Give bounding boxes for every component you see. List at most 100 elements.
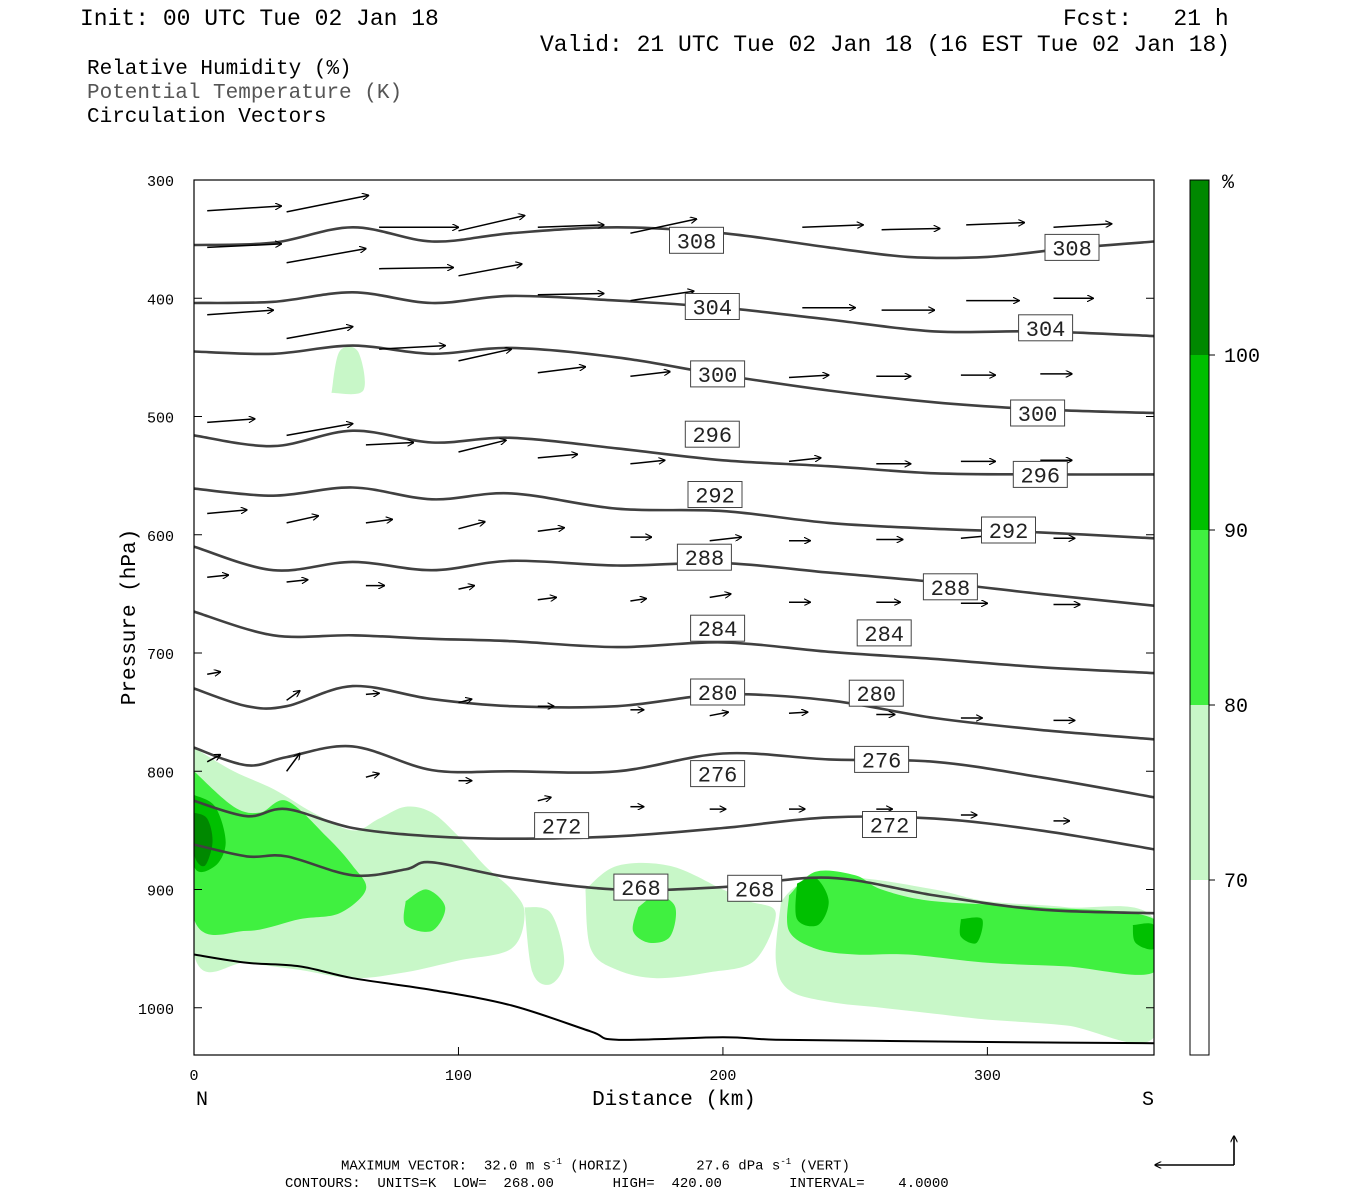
contour-label-box bbox=[687, 481, 743, 508]
circulation-vector bbox=[966, 223, 1024, 225]
contour-label-box bbox=[1018, 314, 1074, 342]
max-vector-line: MAXIMUM VECTOR: 32.0 m s-1 (HORIZ) 27.6 … bbox=[341, 1157, 850, 1175]
contour-label-box bbox=[848, 679, 904, 707]
contour-label-box bbox=[690, 760, 746, 788]
circulation-vector bbox=[537, 454, 578, 459]
contour-label-text: 284 bbox=[864, 623, 904, 648]
circulation-vector bbox=[630, 219, 696, 234]
contour-label-text: 276 bbox=[698, 764, 738, 789]
circulation-vector bbox=[630, 460, 664, 465]
circulation-vector bbox=[458, 216, 525, 232]
colorbar-label: 70 bbox=[1224, 871, 1248, 894]
contour-label-box bbox=[862, 811, 917, 838]
y-tick-label: 500 bbox=[147, 411, 174, 428]
contour-label-280: 280 bbox=[848, 679, 904, 708]
contour-label-304: 304 bbox=[684, 293, 740, 322]
theta-contour-276 bbox=[194, 744, 1154, 799]
circulation-vector bbox=[365, 774, 379, 778]
theta-contour-296 bbox=[194, 429, 1154, 476]
contour-label-288: 288 bbox=[922, 573, 978, 602]
contour-label-box bbox=[727, 874, 783, 902]
theta-contour-292 bbox=[194, 486, 1154, 540]
contour-label-284: 284 bbox=[856, 619, 912, 648]
contour-label-text: 284 bbox=[698, 618, 738, 643]
contour-label-box bbox=[690, 678, 746, 706]
y-tick-label: 800 bbox=[147, 765, 174, 782]
contour-label-296: 296 bbox=[684, 420, 740, 449]
circulation-vector bbox=[458, 586, 475, 590]
field-rh: Relative Humidity (%) bbox=[87, 58, 352, 81]
contour-label-box bbox=[676, 543, 732, 571]
contour-label-text: 288 bbox=[931, 577, 971, 602]
surface-pressure-line bbox=[194, 953, 1154, 1045]
theta-contour-284 bbox=[194, 610, 1154, 675]
rh-region-90-12 bbox=[1132, 923, 1154, 950]
contour-label-text: 308 bbox=[1052, 237, 1092, 262]
x-axis-title: Distance (km) bbox=[592, 1089, 756, 1112]
circulation-vector bbox=[458, 349, 512, 362]
theta-contour-308 bbox=[194, 225, 1154, 260]
contour-label-text: 268 bbox=[735, 878, 775, 903]
circulation-vector bbox=[207, 206, 281, 212]
contour-label-box bbox=[684, 420, 740, 448]
contour-label-272: 272 bbox=[534, 812, 590, 841]
circulation-vector bbox=[285, 754, 300, 772]
circulation-vector bbox=[881, 229, 940, 230]
contour-label-box bbox=[690, 360, 746, 388]
contour-label-text: 272 bbox=[542, 816, 582, 841]
circulation-vector bbox=[630, 599, 646, 601]
contour-label-text: 280 bbox=[856, 683, 896, 708]
contour-label-text: 276 bbox=[862, 749, 902, 774]
circulation-vector bbox=[537, 797, 551, 801]
contour-label-box bbox=[1044, 233, 1100, 261]
circulation-vector bbox=[537, 597, 557, 599]
contour-label-300: 300 bbox=[1010, 399, 1066, 428]
field-vectors: Circulation Vectors bbox=[87, 106, 327, 129]
contour-label-box bbox=[690, 614, 746, 642]
y-tick-label: 900 bbox=[147, 884, 174, 901]
axis-layer: 0 100 200 300 300 400 500 600 700 800 900 1000 bbox=[138, 174, 1154, 1085]
contour-label-box bbox=[854, 745, 910, 773]
contour-label-box bbox=[922, 573, 978, 601]
circulation-vector bbox=[537, 294, 604, 295]
theta-contour-288 bbox=[194, 545, 1154, 607]
circulation-vector bbox=[788, 712, 808, 713]
y-tick-label: 700 bbox=[147, 647, 174, 664]
theta-contour-280 bbox=[194, 684, 1154, 741]
contour-label-layer: 308 308 304 304 300 300 296 296 292 292 288 288 284 2… bbox=[534, 226, 1100, 903]
circulation-vector bbox=[458, 264, 522, 277]
contour-label-box bbox=[684, 293, 740, 320]
colorbar-frame bbox=[1189, 179, 1210, 1056]
circulation-vector bbox=[286, 195, 369, 213]
contour-label-text: 280 bbox=[698, 682, 738, 707]
contour-label-308: 308 bbox=[1044, 233, 1100, 262]
contour-label-text: 308 bbox=[677, 230, 717, 255]
circulation-vector bbox=[537, 367, 586, 374]
circulation-vector bbox=[630, 372, 670, 378]
contour-label-text: 300 bbox=[698, 364, 738, 389]
colorbar-label: 90 bbox=[1224, 521, 1248, 544]
contour-label-292: 292 bbox=[981, 516, 1036, 545]
contour-label-text: 300 bbox=[1018, 403, 1058, 428]
circulation-vector bbox=[709, 712, 729, 716]
x-tick-label: 0 bbox=[189, 1068, 198, 1085]
contour-label-box bbox=[1010, 399, 1066, 427]
circulation-vector bbox=[709, 537, 742, 542]
contour-label-268: 268 bbox=[613, 873, 669, 902]
circulation-vector bbox=[788, 375, 829, 377]
circulation-vector bbox=[207, 310, 273, 316]
theta-contour-300 bbox=[194, 344, 1154, 415]
colorbar-unit: % bbox=[1222, 172, 1235, 195]
y-tick-label: 300 bbox=[147, 174, 174, 191]
contour-label-284: 284 bbox=[690, 614, 746, 643]
contour-label-box bbox=[981, 516, 1036, 544]
circulation-vector bbox=[458, 522, 485, 530]
circulation-vector bbox=[207, 575, 228, 577]
circulation-vector bbox=[802, 225, 863, 227]
circulation-vector bbox=[537, 528, 564, 532]
x-tick-label: 200 bbox=[709, 1068, 736, 1085]
contour-label-text: 296 bbox=[692, 424, 732, 449]
contour-label-300: 300 bbox=[690, 360, 746, 389]
contour-label-text: 292 bbox=[695, 485, 735, 510]
